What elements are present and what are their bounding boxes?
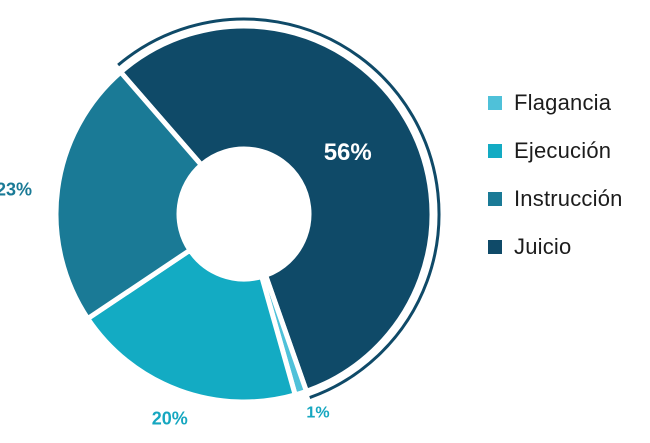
legend-swatch-ejecucion [488, 144, 502, 158]
data-label-juicio: 56% [324, 139, 372, 166]
slice-instruccion [53, 68, 205, 323]
legend-item-flagancia: Flagancia [488, 87, 648, 119]
data-label-instruccion: 23% [0, 179, 32, 199]
legend-swatch-instruccion [488, 192, 502, 206]
legend-swatch-juicio [488, 240, 502, 254]
legend-swatch-flagancia [488, 96, 502, 110]
legend-label-instruccion: Instrucción [514, 186, 623, 211]
data-label-flagancia: 1% [306, 405, 329, 422]
legend-item-juicio: Juicio [488, 231, 648, 263]
slices [53, 23, 435, 405]
slice-ejecucion [84, 246, 299, 405]
legend-label-flagancia: Flagancia [514, 90, 612, 115]
legend-item-instruccion: Instrucción [488, 183, 648, 215]
chart-legend: Flagancia Ejecución Instrucción Juicio [488, 87, 648, 279]
legend-label-juicio: Juicio [514, 234, 572, 259]
legend-item-ejecucion: Ejecución [488, 135, 648, 167]
data-labels: 56% 1% 20% 23% [0, 139, 372, 429]
legend-label-ejecucion: Ejecución [514, 138, 612, 163]
slice-juicio [117, 23, 435, 395]
highlight-ring-juicio [117, 17, 441, 399]
data-label-ejecucion: 20% [152, 409, 188, 429]
